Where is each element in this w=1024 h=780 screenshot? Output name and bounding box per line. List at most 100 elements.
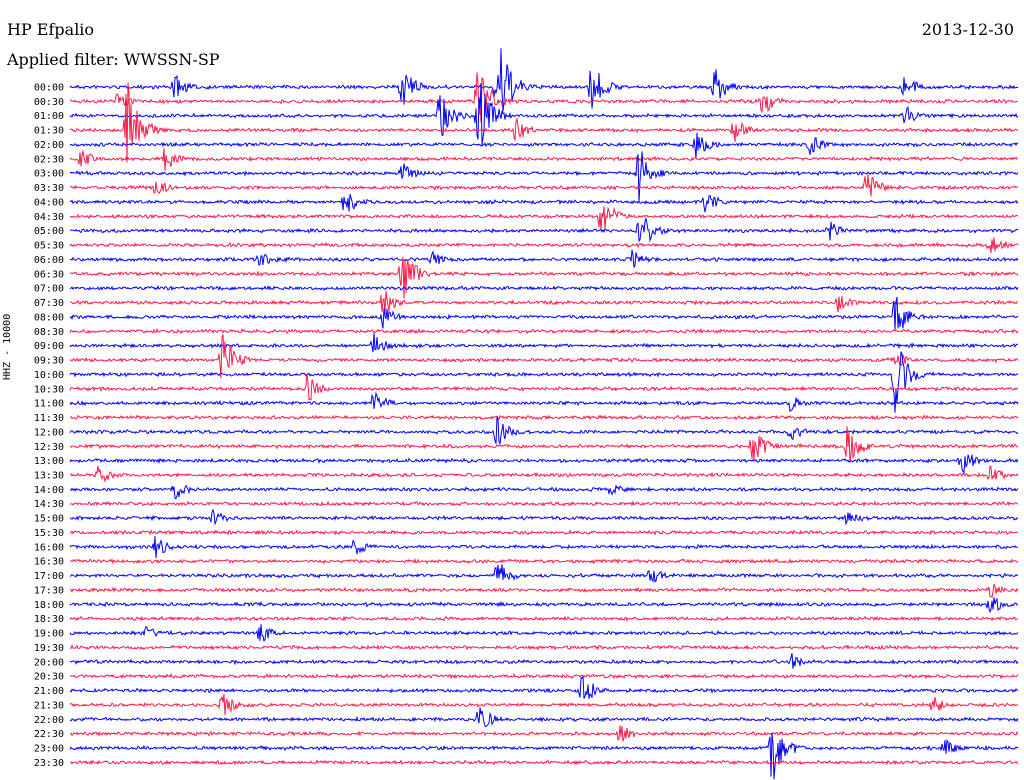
row-time-label: 17:00 <box>34 571 64 582</box>
trace-row <box>69 193 1019 213</box>
trace-row <box>69 725 1019 742</box>
row-time-label: 03:00 <box>34 169 64 180</box>
row-time-label: 20:30 <box>34 672 64 683</box>
trace-row <box>69 290 1019 315</box>
row-time-label: 17:30 <box>34 585 64 596</box>
row-time-label: 12:00 <box>34 427 64 438</box>
trace-row <box>70 557 1019 565</box>
trace-row <box>69 583 1019 599</box>
trace-row <box>69 206 1019 232</box>
trace-row <box>69 707 1019 728</box>
row-time-label: 00:00 <box>34 83 64 94</box>
row-time-label: 15:30 <box>34 528 64 539</box>
trace-row <box>70 257 1019 299</box>
trace-row <box>69 296 1019 331</box>
row-time-label: 22:00 <box>34 715 64 726</box>
trace-row <box>69 327 1019 335</box>
row-time-label: 01:00 <box>34 111 64 122</box>
trace-row <box>69 693 1019 715</box>
trace-row <box>69 732 1019 780</box>
trace-row <box>69 148 1019 171</box>
row-time-label: 03:30 <box>34 183 64 194</box>
trace-row <box>69 72 1019 123</box>
trace-row <box>69 83 1019 163</box>
trace-row <box>69 48 1019 112</box>
trace-row <box>69 500 1019 507</box>
trace-row <box>69 675 1018 699</box>
row-time-label: 06:30 <box>34 269 64 280</box>
row-time-label: 07:00 <box>34 284 64 295</box>
row-time-label: 00:30 <box>34 97 64 108</box>
trace-row <box>69 653 1019 669</box>
trace-row <box>69 132 1019 159</box>
row-time-label: 04:00 <box>34 197 64 208</box>
row-time-label: 15:00 <box>34 514 64 525</box>
trace-row <box>69 249 1019 268</box>
date-label: 2013-12-30 <box>921 20 1014 39</box>
trace-row <box>69 416 1019 446</box>
trace-row <box>69 508 1019 526</box>
row-time-label: 05:00 <box>34 226 64 237</box>
row-time-label: 16:00 <box>34 542 64 553</box>
row-time-label: 23:30 <box>34 758 64 769</box>
row-time-label: 08:30 <box>34 327 64 338</box>
row-time-label: 19:00 <box>34 629 64 640</box>
station-title: HP Efpalio <box>7 20 95 39</box>
trace-row <box>69 597 1019 614</box>
row-time-label: 11:00 <box>34 399 64 410</box>
row-time-label: 11:30 <box>34 413 64 424</box>
row-time-label: 20:00 <box>34 657 64 668</box>
trace-row <box>69 334 1019 379</box>
row-time-label: 08:00 <box>34 312 64 323</box>
row-time-label: 13:00 <box>34 456 64 467</box>
trace-row <box>69 414 1019 421</box>
trace-row <box>69 373 1019 401</box>
row-time-label: 12:30 <box>34 442 64 453</box>
row-time-label: 02:30 <box>34 154 64 165</box>
trace-row <box>69 151 1019 203</box>
trace-row <box>69 529 1019 536</box>
row-time-label: 18:30 <box>34 614 64 625</box>
trace-row <box>69 465 1019 483</box>
trace-row <box>69 759 1019 766</box>
trace-row <box>69 564 1019 583</box>
row-time-label: 07:30 <box>34 298 64 309</box>
row-time-label: 19:30 <box>34 643 64 654</box>
trace-row <box>69 284 1019 292</box>
trace-row <box>69 615 1019 622</box>
filter-label: Applied filter: WWSSN-SP <box>7 50 220 69</box>
row-time-label: 21:30 <box>34 700 64 711</box>
trace-row <box>69 174 1019 197</box>
trace-row <box>70 484 1019 499</box>
row-time-label: 14:00 <box>34 485 64 496</box>
row-time-label: 21:00 <box>34 686 64 697</box>
row-time-label: 01:30 <box>34 126 64 137</box>
row-time-label: 23:00 <box>34 744 64 755</box>
row-time-label: 04:30 <box>34 212 64 223</box>
trace-row <box>69 644 1019 651</box>
row-time-label: 06:00 <box>34 255 64 266</box>
trace-row <box>69 351 1019 413</box>
trace-row <box>69 672 1019 680</box>
row-time-label: 10:00 <box>34 370 64 381</box>
row-time-label: 09:30 <box>34 356 64 367</box>
row-time-label: 09:00 <box>34 341 64 352</box>
trace-row <box>69 536 1019 559</box>
trace-row <box>69 391 1019 413</box>
row-time-label: 18:00 <box>34 600 64 611</box>
row-time-label: 16:30 <box>34 557 64 568</box>
trace-row <box>69 624 1019 643</box>
trace-row <box>69 218 1019 243</box>
row-time-label: 05:30 <box>34 241 64 252</box>
trace-row <box>69 82 1019 146</box>
trace-row <box>69 426 1019 463</box>
trace-row <box>69 237 1019 254</box>
trace-row <box>69 333 1019 353</box>
trace-row <box>69 454 1019 474</box>
row-time-label: 14:30 <box>34 499 64 510</box>
row-time-label: 22:30 <box>34 729 64 740</box>
row-time-label: 13:30 <box>34 470 64 481</box>
row-time-label: 10:30 <box>34 384 64 395</box>
